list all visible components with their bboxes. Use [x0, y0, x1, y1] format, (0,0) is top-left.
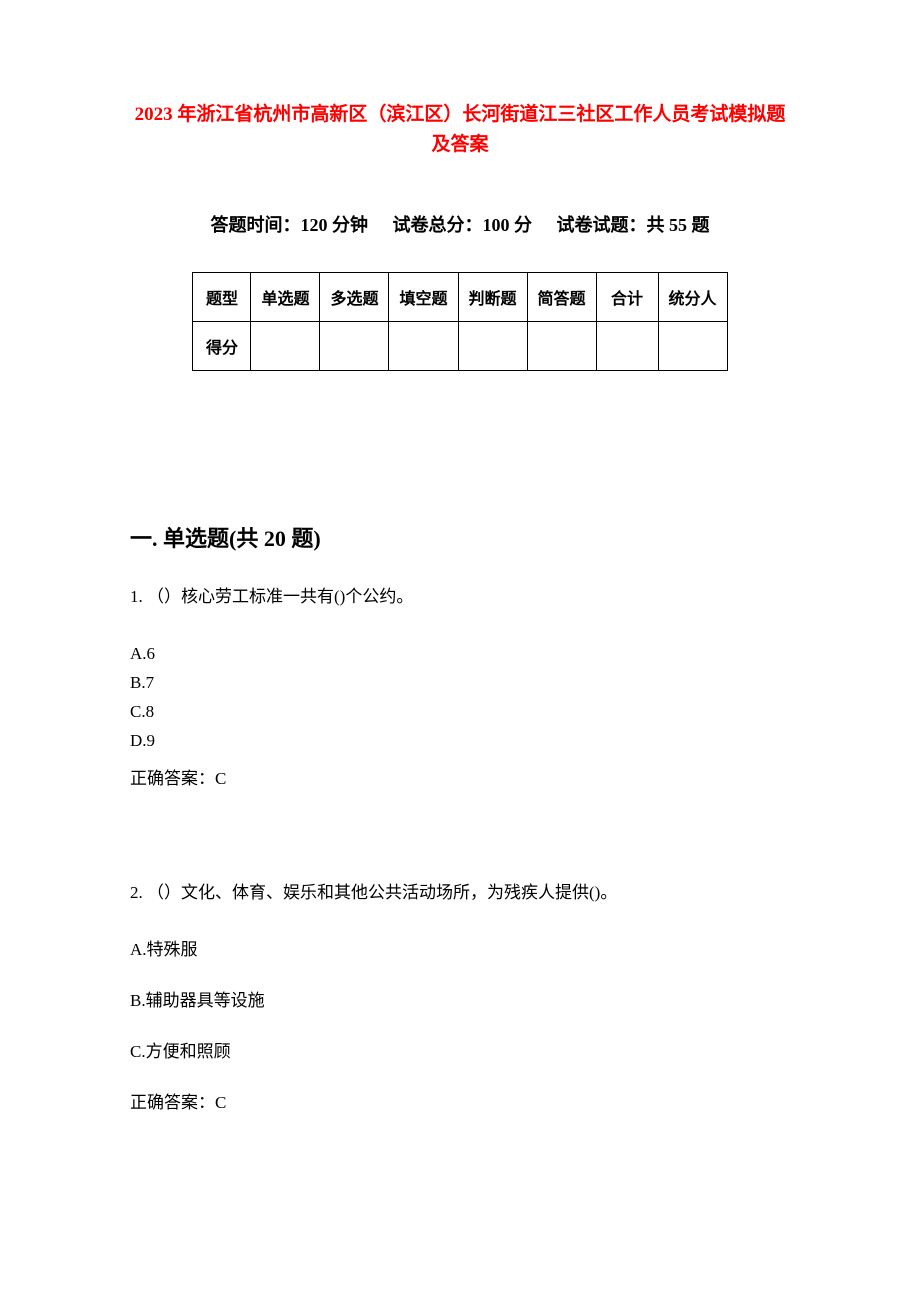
score-cell — [251, 321, 320, 370]
answer-label: 正确答案： — [130, 1093, 215, 1112]
question-text: 1. （）核心劳工标准一共有()个公约。 — [130, 583, 790, 610]
score-cell — [389, 321, 458, 370]
table-score-row: 得分 — [193, 321, 727, 370]
header-cell: 合计 — [596, 272, 658, 321]
exam-count: 试卷试题：共 55 题 — [557, 215, 710, 235]
score-cell — [658, 321, 727, 370]
header-cell: 填空题 — [389, 272, 458, 321]
question-text: 2. （）文化、体育、娱乐和其他公共活动场所，为残疾人提供()。 — [130, 879, 790, 906]
option-item: B.7 — [130, 669, 790, 698]
header-cell: 判断题 — [458, 272, 527, 321]
score-row-label: 得分 — [193, 321, 251, 370]
score-cell — [320, 321, 389, 370]
option-item: A.6 — [130, 640, 790, 669]
exam-time: 答题时间：120 分钟 — [211, 215, 369, 235]
exam-title: 2023 年浙江省杭州市高新区（滨江区）长河街道江三社区工作人员考试模拟题 及答… — [130, 100, 790, 161]
question-body: （）文化、体育、娱乐和其他公共活动场所，为残疾人提供()。 — [147, 883, 617, 902]
answer-label: 正确答案： — [130, 769, 215, 788]
header-cell: 简答题 — [527, 272, 596, 321]
question-block: 1. （）核心劳工标准一共有()个公约。 A.6 B.7 C.8 D.9 正确答… — [130, 583, 790, 789]
header-cell: 统分人 — [658, 272, 727, 321]
answer-line: 正确答案：C — [130, 1088, 790, 1113]
answer-value: C — [215, 1093, 226, 1112]
header-cell: 多选题 — [320, 272, 389, 321]
question-number: 2. — [130, 883, 143, 902]
question-block: 2. （）文化、体育、娱乐和其他公共活动场所，为残疾人提供()。 A.特殊服 B… — [130, 879, 790, 1114]
option-item: D.9 — [130, 727, 790, 756]
title-line-2: 及答案 — [431, 134, 488, 155]
title-line-1: 2023 年浙江省杭州市高新区（滨江区）长河街道江三社区工作人员考试模拟题 — [135, 104, 786, 125]
table-header-row: 题型 单选题 多选题 填空题 判断题 简答题 合计 统分人 — [193, 272, 727, 321]
exam-total: 试卷总分：100 分 — [393, 215, 533, 235]
header-cell: 单选题 — [251, 272, 320, 321]
header-cell: 题型 — [193, 272, 251, 321]
options-list: A.6 B.7 C.8 D.9 — [130, 640, 790, 756]
section-title: 一. 单选题(共 20 题) — [130, 521, 790, 553]
answer-line: 正确答案：C — [130, 764, 790, 789]
answer-value: C — [215, 769, 226, 788]
question-number: 1. — [130, 587, 143, 606]
option-item: A.特殊服 — [130, 936, 790, 965]
score-cell — [527, 321, 596, 370]
question-body: （）核心劳工标准一共有()个公约。 — [147, 587, 413, 606]
score-cell — [458, 321, 527, 370]
score-table: 题型 单选题 多选题 填空题 判断题 简答题 合计 统分人 得分 — [192, 272, 727, 371]
option-item: B.辅助器具等设施 — [130, 987, 790, 1016]
option-item: C.8 — [130, 698, 790, 727]
exam-info-bar: 答题时间：120 分钟 试卷总分：100 分 试卷试题：共 55 题 — [130, 211, 790, 237]
option-item: C.方便和照顾 — [130, 1038, 790, 1067]
score-cell — [596, 321, 658, 370]
options-list: A.特殊服 B.辅助器具等设施 C.方便和照顾 — [130, 936, 790, 1067]
